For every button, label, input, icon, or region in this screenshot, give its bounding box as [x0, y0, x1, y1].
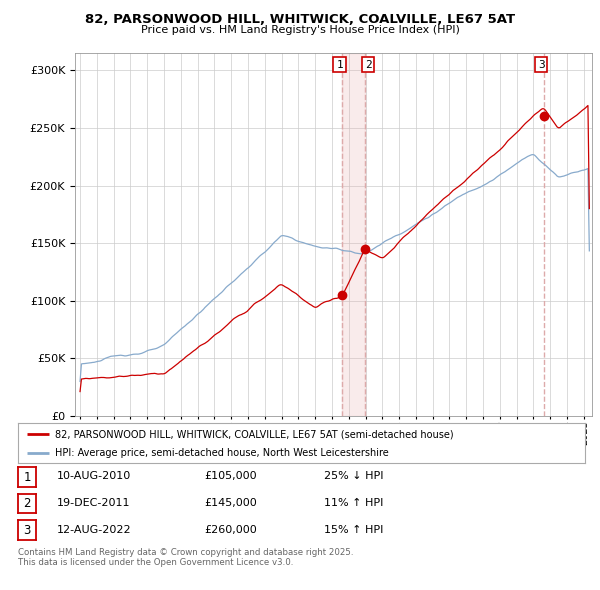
Text: 2: 2	[23, 497, 31, 510]
Text: 3: 3	[538, 60, 545, 70]
Text: 3: 3	[23, 523, 31, 537]
Text: £105,000: £105,000	[204, 471, 257, 481]
Text: 2: 2	[365, 60, 371, 70]
Text: 11% ↑ HPI: 11% ↑ HPI	[324, 498, 383, 508]
Text: £145,000: £145,000	[204, 498, 257, 508]
Text: 82, PARSONWOOD HILL, WHITWICK, COALVILLE, LE67 5AT (semi-detached house): 82, PARSONWOOD HILL, WHITWICK, COALVILLE…	[55, 430, 454, 440]
Text: 25% ↓ HPI: 25% ↓ HPI	[324, 471, 383, 481]
Bar	[342, 53, 365, 416]
Text: Contains HM Land Registry data © Crown copyright and database right 2025.
This d: Contains HM Land Registry data © Crown c…	[18, 548, 353, 567]
Text: 19-DEC-2011: 19-DEC-2011	[57, 498, 131, 508]
Text: 12-AUG-2022: 12-AUG-2022	[57, 525, 131, 535]
Text: 1: 1	[23, 470, 31, 484]
Text: £260,000: £260,000	[204, 525, 257, 535]
Text: 15% ↑ HPI: 15% ↑ HPI	[324, 525, 383, 535]
Text: 10-AUG-2010: 10-AUG-2010	[57, 471, 131, 481]
Text: 1: 1	[336, 60, 343, 70]
Text: HPI: Average price, semi-detached house, North West Leicestershire: HPI: Average price, semi-detached house,…	[55, 448, 389, 458]
Text: Price paid vs. HM Land Registry's House Price Index (HPI): Price paid vs. HM Land Registry's House …	[140, 25, 460, 35]
Text: 82, PARSONWOOD HILL, WHITWICK, COALVILLE, LE67 5AT: 82, PARSONWOOD HILL, WHITWICK, COALVILLE…	[85, 13, 515, 26]
